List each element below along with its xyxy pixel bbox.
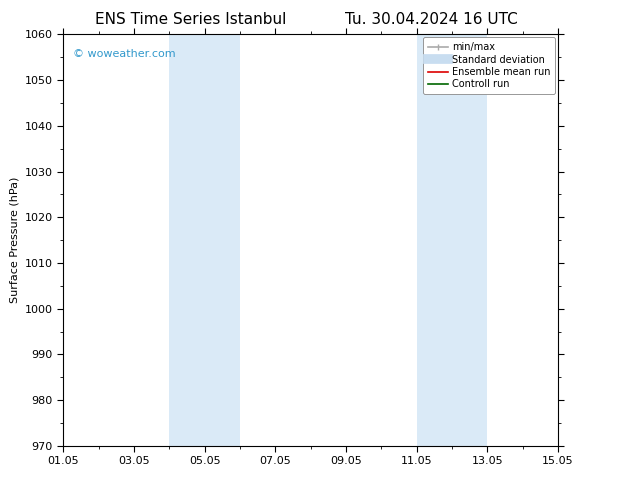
Y-axis label: Surface Pressure (hPa): Surface Pressure (hPa) bbox=[10, 177, 19, 303]
Bar bbox=[417, 34, 488, 446]
Bar bbox=[169, 34, 240, 446]
Text: ENS Time Series Istanbul: ENS Time Series Istanbul bbox=[94, 12, 286, 27]
Text: Tu. 30.04.2024 16 UTC: Tu. 30.04.2024 16 UTC bbox=[345, 12, 517, 27]
Text: © woweather.com: © woweather.com bbox=[74, 49, 176, 59]
Legend: min/max, Standard deviation, Ensemble mean run, Controll run: min/max, Standard deviation, Ensemble me… bbox=[424, 37, 555, 94]
